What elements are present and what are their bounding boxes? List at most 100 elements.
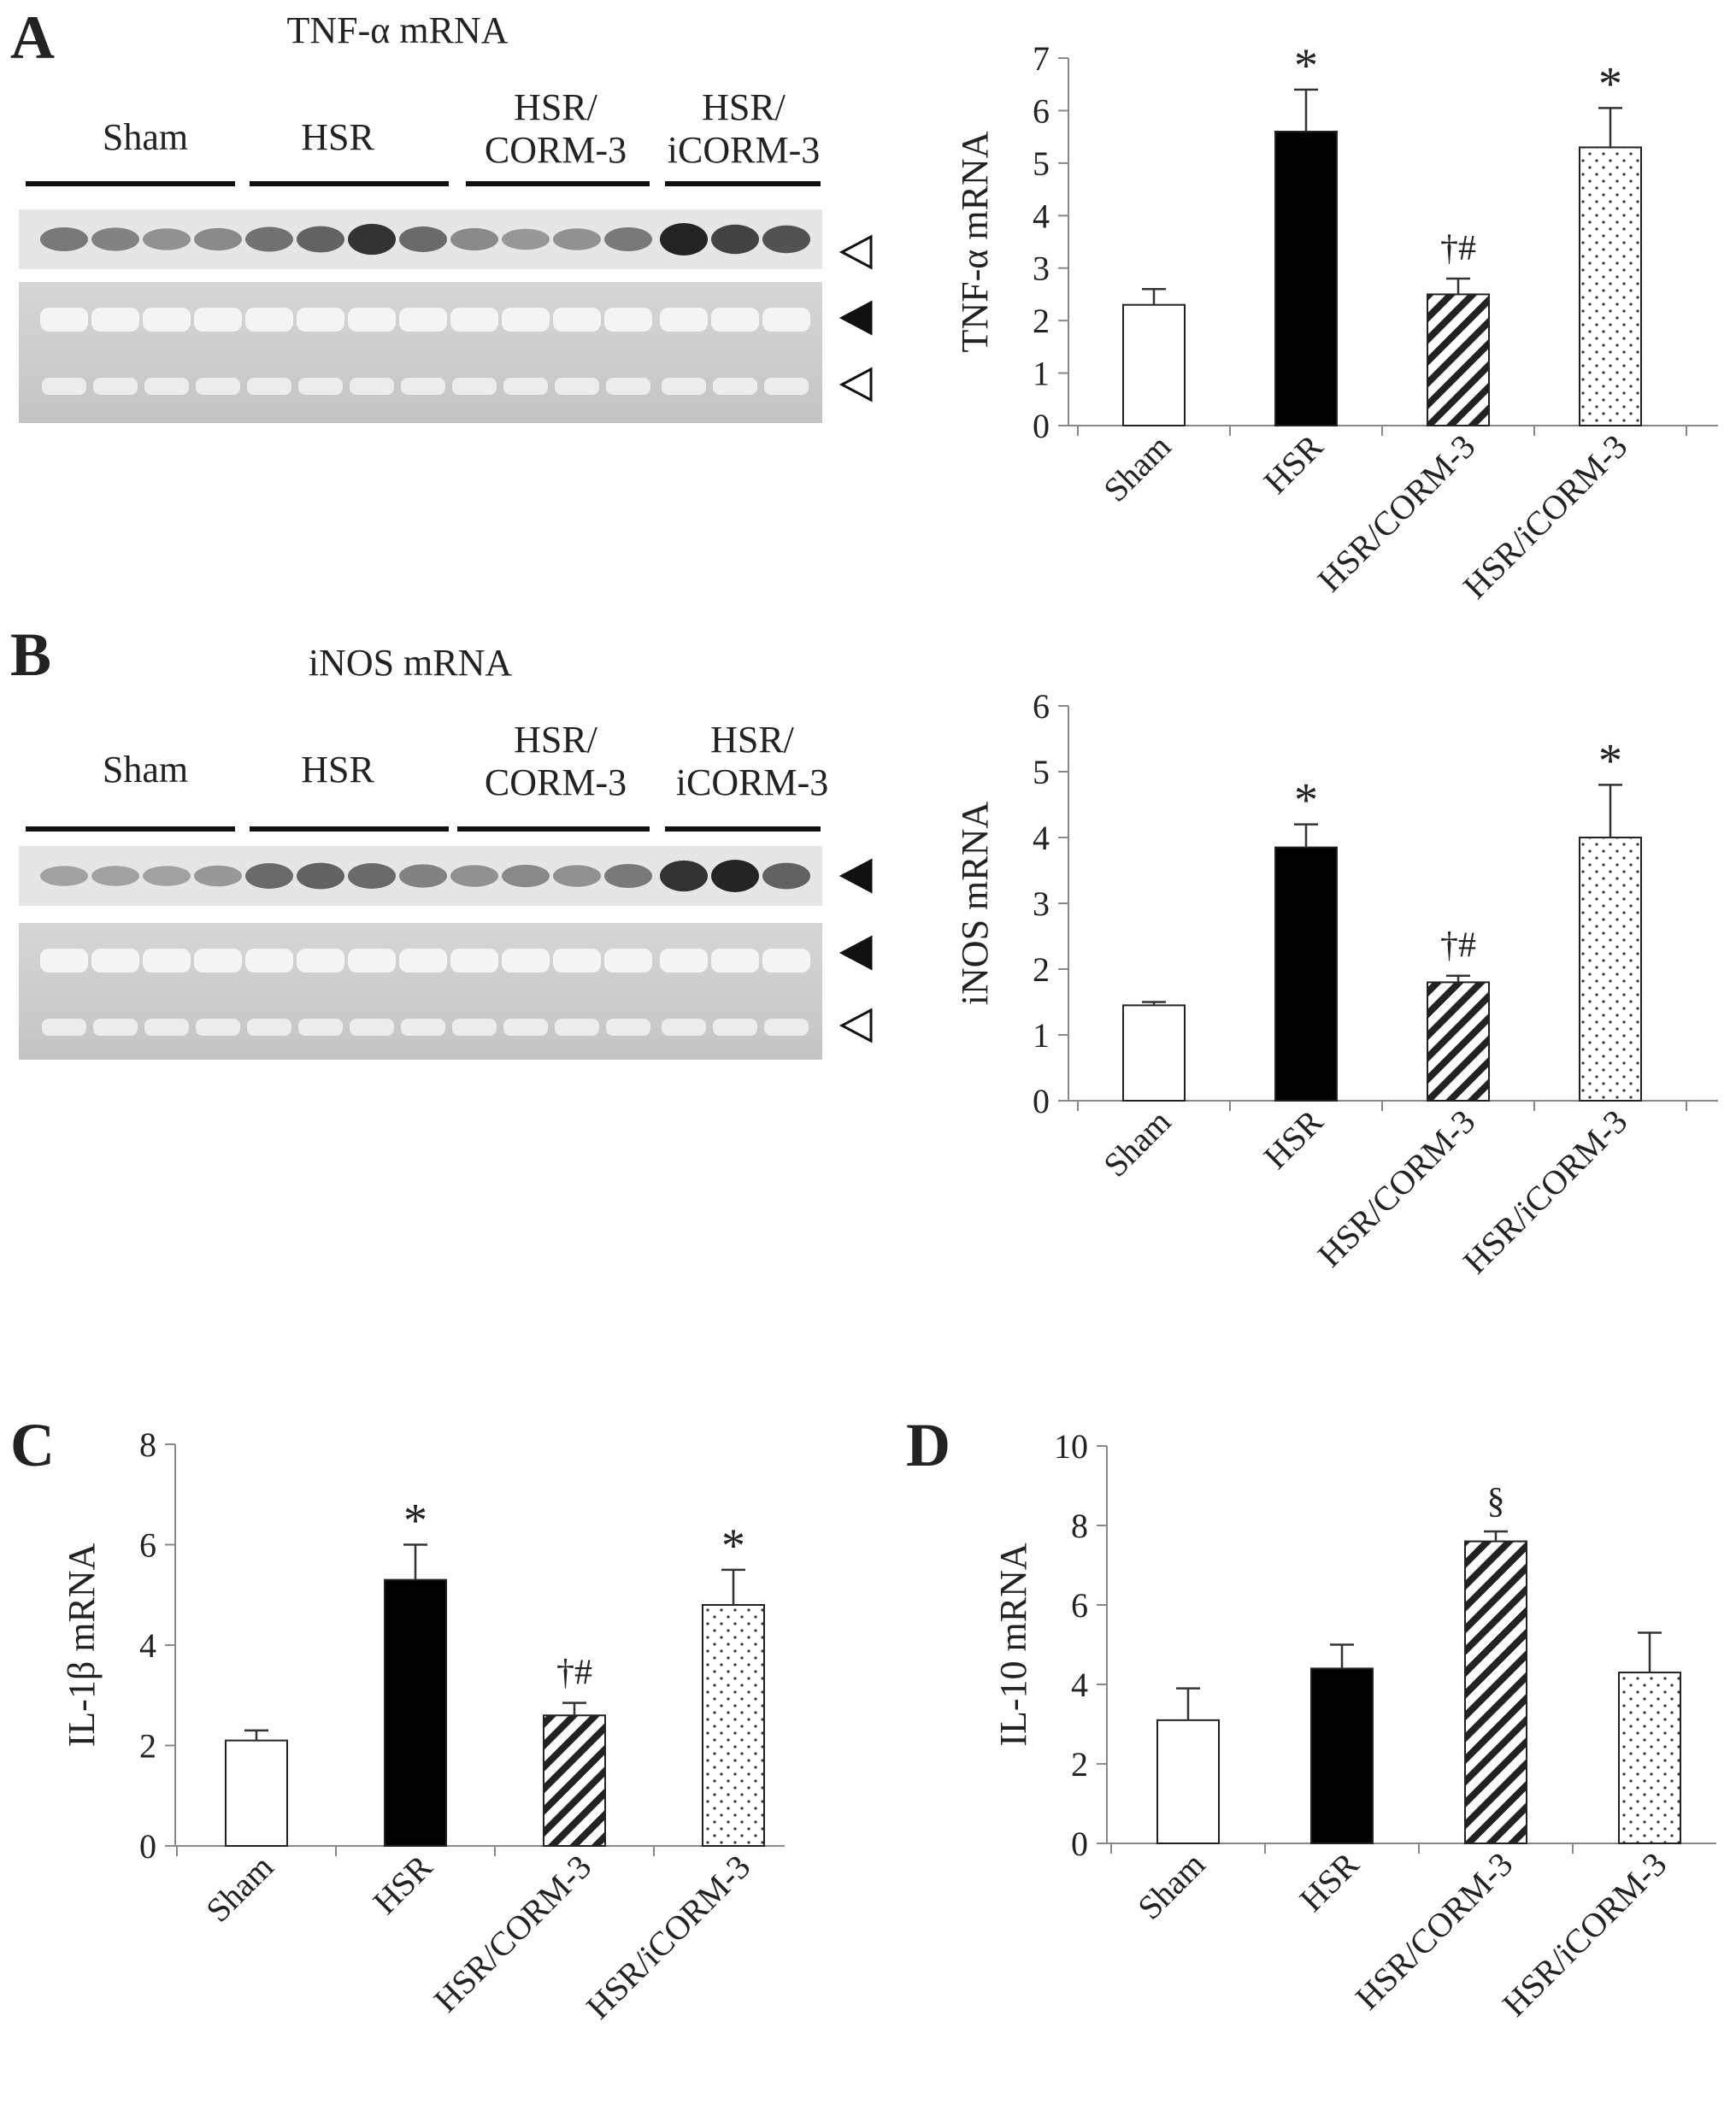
bar xyxy=(1274,131,1338,426)
y-tick-label: 8 xyxy=(1071,1507,1088,1545)
y-axis-label: IL-10 mRNA xyxy=(992,1543,1034,1747)
blot-group-label: iCORM-3 xyxy=(668,129,820,171)
blot-group-label: HSR xyxy=(301,116,374,158)
bar xyxy=(1274,846,1338,1102)
bar xyxy=(1310,1667,1374,1845)
y-tick-label: 0 xyxy=(139,1827,156,1866)
blot-band xyxy=(604,226,652,252)
significance-label: * xyxy=(1294,39,1318,92)
y-tick-label: 7 xyxy=(1033,39,1050,78)
blot-group-underline xyxy=(26,826,235,832)
rrna-band-28s xyxy=(143,949,191,973)
rrna-band-18s xyxy=(764,378,809,395)
blot-band xyxy=(143,866,191,886)
blot-group-label: HSR/ xyxy=(514,719,598,761)
x-tick-label: HSR xyxy=(1292,1844,1367,1919)
rrna-band-28s xyxy=(297,308,344,332)
x-tick-label: HSR xyxy=(1256,1102,1331,1176)
rrna-band-18s xyxy=(247,378,291,395)
y-tick-label: 1 xyxy=(1033,355,1050,393)
open-left-triangle-icon xyxy=(839,1008,873,1043)
blot-band xyxy=(502,228,550,250)
rrna-band-18s xyxy=(606,1019,650,1036)
blot-group-label: Sham xyxy=(103,116,188,158)
x-tick-label: HSR/CORM-3 xyxy=(1348,1845,1521,2018)
rrna-band-18s xyxy=(401,378,445,395)
bar xyxy=(1156,1719,1220,1844)
blot-band xyxy=(660,223,708,256)
blot-group-label: HSR/ xyxy=(710,719,795,761)
y-tick-label: 2 xyxy=(139,1727,156,1766)
bar xyxy=(1579,146,1642,427)
y-tick-label: 6 xyxy=(139,1526,156,1565)
blot-group-label: HSR/ xyxy=(514,86,598,128)
rrna-band-18s xyxy=(452,1019,497,1036)
x-tick-label: Sham xyxy=(1096,1102,1178,1184)
bar xyxy=(1579,837,1642,1102)
significance-label: * xyxy=(1598,734,1622,787)
blot-band xyxy=(348,223,396,256)
rrna-band-28s xyxy=(40,949,88,973)
x-tick-label: Sham xyxy=(1096,427,1178,509)
y-tick-label: 2 xyxy=(1071,1745,1088,1784)
y-tick-label: 0 xyxy=(1033,407,1050,445)
chart-d: 0 2 4 6 8 10 IL-10 mRNA Sham HSR § HSR/CORM-3HSR/i… xyxy=(992,1427,1716,2024)
blot-band xyxy=(660,860,708,892)
x-tick-label: HSR/iCORM-3 xyxy=(579,1848,757,2026)
rrna-band-28s xyxy=(91,308,139,332)
significance-label: †# xyxy=(1440,926,1476,966)
y-axis-label: TNF-α mRNA xyxy=(954,131,996,352)
y-tick-label: 5 xyxy=(1033,144,1050,183)
blot-group-underline xyxy=(250,826,449,832)
blot-title-a: TNF-α mRNA xyxy=(287,9,509,51)
rrna-band-28s xyxy=(40,308,88,332)
rrna-band-18s xyxy=(662,378,706,395)
rrna-band-18s xyxy=(298,1019,343,1036)
blot-band xyxy=(762,225,810,254)
x-tick-label: HSR/CORM-3 xyxy=(427,1848,599,2020)
rrna-band-28s xyxy=(553,308,601,332)
blot-band xyxy=(297,862,344,890)
x-tick-label: HSR/iCORM-3 xyxy=(1495,1845,1674,2024)
y-tick-label: 4 xyxy=(1071,1666,1088,1704)
rrna-band-28s xyxy=(660,949,708,973)
significance-label: * xyxy=(1598,57,1622,110)
rrna-band-28s xyxy=(399,308,447,332)
rrna-band-28s xyxy=(711,308,759,332)
blot-title-b: iNOS mRNA xyxy=(309,642,513,684)
bar xyxy=(702,1604,765,1847)
y-tick-label: 6 xyxy=(1071,1586,1088,1625)
rrna-band-18s xyxy=(401,1019,445,1036)
rrna-band-18s xyxy=(93,1019,138,1036)
rrna-band-28s xyxy=(348,308,396,332)
rrna-band-18s xyxy=(144,1019,189,1036)
rrna-band-28s xyxy=(194,308,242,332)
rrna-band-18s xyxy=(247,1019,291,1036)
significance-label: § xyxy=(1487,1482,1505,1521)
blot-band xyxy=(143,228,191,250)
rrna-band-28s xyxy=(604,308,652,332)
rrna-band-18s xyxy=(555,378,599,395)
rrna-band-18s xyxy=(42,1019,86,1036)
blot-group-underline xyxy=(457,826,650,832)
blot-group-label: iCORM-3 xyxy=(676,761,828,803)
y-tick-label: 0 xyxy=(1071,1825,1088,1863)
open-left-triangle-icon xyxy=(839,367,873,403)
blot-group-underline xyxy=(665,181,821,186)
panel-letter-d: D xyxy=(906,1411,950,1479)
blot-band xyxy=(450,865,498,887)
bar xyxy=(1464,1540,1527,1844)
rrna-band-18s xyxy=(452,378,497,395)
blot-group-underline xyxy=(26,181,235,186)
blot-band xyxy=(399,226,447,252)
blot-group-label: CORM-3 xyxy=(485,761,627,803)
rrna-band-28s xyxy=(450,949,498,973)
rrna-band-18s xyxy=(662,1019,706,1036)
blot-group-label: CORM-3 xyxy=(485,129,627,171)
rrna-band-28s xyxy=(502,949,550,973)
blot-group-underline xyxy=(665,826,821,832)
blot-band xyxy=(553,865,601,887)
bar xyxy=(1122,1004,1186,1102)
rrna-band-18s xyxy=(350,1019,394,1036)
